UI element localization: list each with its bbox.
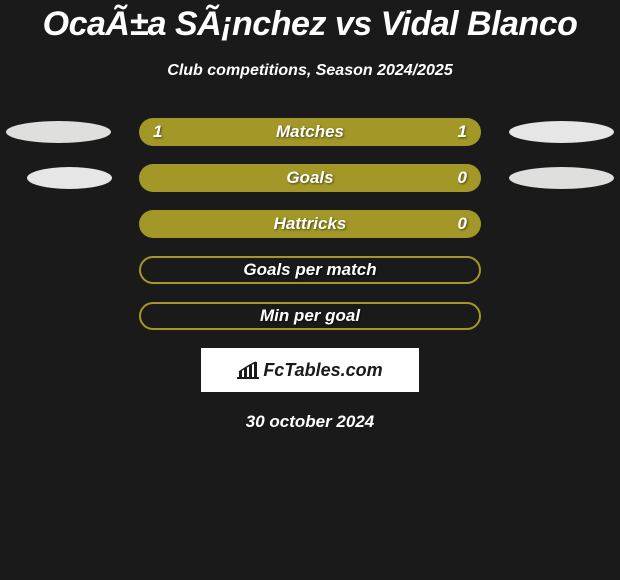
stat-row-min-per-goal: Min per goal — [0, 302, 620, 330]
player-left-marker — [6, 121, 111, 143]
logo-text: FcTables.com — [263, 360, 382, 381]
stat-label: Matches — [276, 122, 344, 142]
comparison-container: OcaÃ±a SÃ¡nchez vs Vidal Blanco Club com… — [0, 0, 620, 432]
stat-row-goals-per-match: Goals per match — [0, 256, 620, 284]
stats-area: 1 Matches 1 Goals 0 Hattricks 0 — [0, 118, 620, 330]
stat-bar-goals: Goals 0 — [139, 164, 481, 192]
stat-label: Hattricks — [274, 214, 347, 234]
chart-icon — [237, 361, 259, 379]
stat-value-right: 1 — [458, 122, 467, 142]
stat-row-goals: Goals 0 — [0, 164, 620, 192]
stat-bar-hattricks: Hattricks 0 — [139, 210, 481, 238]
page-title: OcaÃ±a SÃ¡nchez vs Vidal Blanco — [0, 5, 620, 44]
stat-label: Min per goal — [260, 306, 360, 326]
stat-row-matches: 1 Matches 1 — [0, 118, 620, 146]
player-left-marker — [27, 167, 112, 189]
stat-value-right: 0 — [458, 214, 467, 234]
player-right-marker — [509, 121, 614, 143]
stat-bar-min-per-goal: Min per goal — [139, 302, 481, 330]
stat-value-right: 0 — [458, 168, 467, 188]
stat-label: Goals — [286, 168, 333, 188]
stat-bar-goals-per-match: Goals per match — [139, 256, 481, 284]
subtitle: Club competitions, Season 2024/2025 — [0, 62, 620, 80]
logo: FcTables.com — [237, 360, 382, 381]
player-right-marker — [509, 167, 614, 189]
stat-row-hattricks: Hattricks 0 — [0, 210, 620, 238]
stat-bar-matches: 1 Matches 1 — [139, 118, 481, 146]
logo-box[interactable]: FcTables.com — [201, 348, 419, 392]
stat-label: Goals per match — [243, 260, 376, 280]
date-text: 30 october 2024 — [0, 412, 620, 432]
stat-value-left: 1 — [153, 122, 162, 142]
